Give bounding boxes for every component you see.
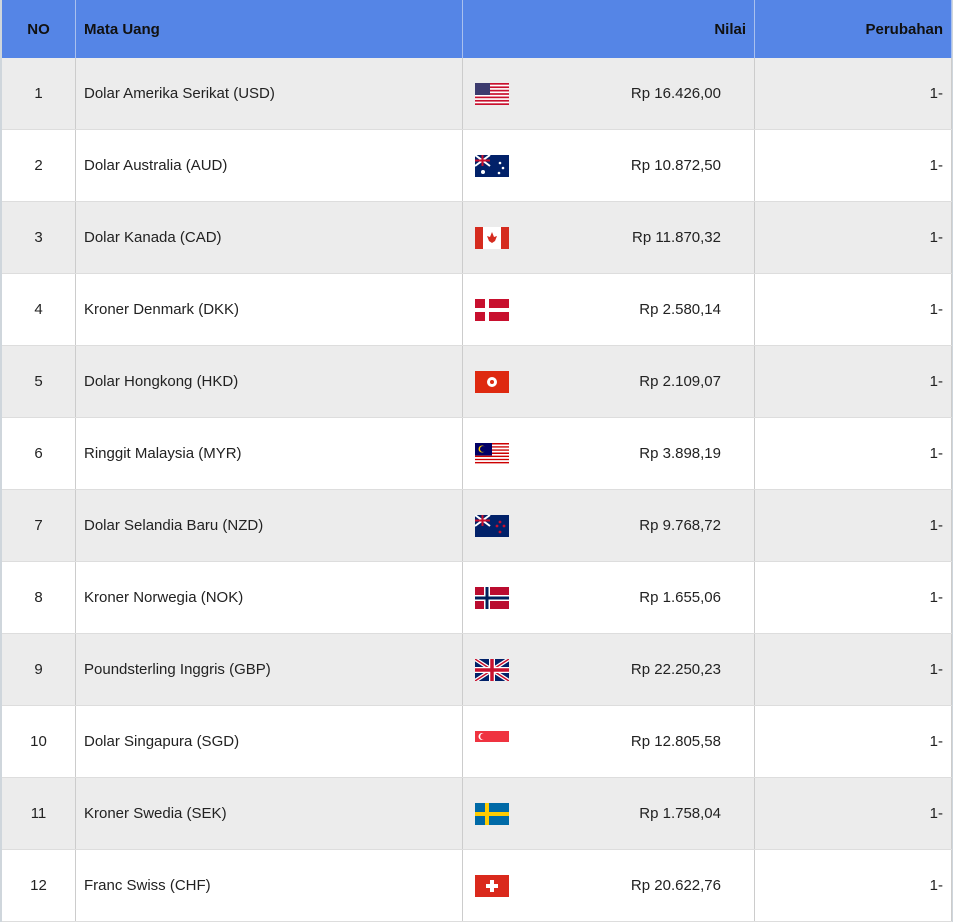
sweden-flag-icon [475, 802, 509, 825]
value-cell: Rp 10.872,50 [462, 129, 755, 202]
table-header: NO Mata Uang Nilai Perubahan [2, 0, 952, 58]
value-cell: Rp 20.622,76 [462, 849, 755, 922]
australia-flag-icon [475, 154, 509, 177]
currency-value: Rp 20.622,76 [630, 877, 721, 894]
change-value: 1- [754, 201, 952, 274]
change-value: 1- [754, 849, 952, 922]
row-no: 10 [2, 705, 76, 778]
currency-value: Rp 3.898,19 [639, 445, 721, 462]
change-value: 1- [754, 273, 952, 346]
table-row[interactable]: 4 Kroner Denmark (DKK) Rp 2.580,14 1- [2, 273, 952, 346]
table-row[interactable]: 3 Dolar Kanada (CAD) Rp 11.870,32 1- [2, 201, 952, 274]
row-no: 3 [2, 201, 76, 274]
change-value: 1- [754, 345, 952, 418]
currency-value: Rp 1.758,04 [639, 805, 721, 822]
hongkong-flag-icon [475, 370, 509, 393]
table-row[interactable]: 1 Dolar Amerika Serikat (USD) Rp 16.426,… [2, 58, 952, 130]
currency-name: Poundsterling Inggris (GBP) [75, 633, 463, 706]
change-value: 1- [754, 633, 952, 706]
currency-value: Rp 2.109,07 [639, 373, 721, 390]
currency-name: Franc Swiss (CHF) [75, 849, 463, 922]
row-no: 2 [2, 129, 76, 202]
currency-value: Rp 2.580,14 [639, 301, 721, 318]
singapore-flag-icon [475, 730, 509, 753]
table-row[interactable]: 9 Poundsterling Inggris (GBP) Rp 22.250,… [2, 633, 952, 706]
currency-name: Dolar Selandia Baru (NZD) [75, 489, 463, 562]
value-cell: Rp 1.758,04 [462, 777, 755, 850]
row-no: 8 [2, 561, 76, 634]
change-value: 1- [754, 58, 952, 130]
value-cell: Rp 12.805,58 [462, 705, 755, 778]
uk-flag-icon [475, 658, 509, 681]
table-row[interactable]: 5 Dolar Hongkong (HKD) Rp 2.109,07 1- [2, 345, 952, 418]
table-row[interactable]: 10 Dolar Singapura (SGD) Rp 12.805,58 1- [2, 705, 952, 778]
row-no: 1 [2, 58, 76, 130]
switzerland-flag-icon [475, 874, 509, 897]
currency-name: Dolar Singapura (SGD) [75, 705, 463, 778]
change-value: 1- [754, 705, 952, 778]
currency-value: Rp 22.250,23 [630, 661, 721, 678]
row-no: 4 [2, 273, 76, 346]
header-change[interactable]: Perubahan [754, 0, 952, 58]
currency-name: Ringgit Malaysia (MYR) [75, 417, 463, 490]
denmark-flag-icon [475, 298, 509, 321]
currency-name: Dolar Hongkong (HKD) [75, 345, 463, 418]
currency-value: Rp 10.872,50 [630, 157, 721, 174]
row-no: 5 [2, 345, 76, 418]
row-no: 7 [2, 489, 76, 562]
malaysia-flag-icon [475, 442, 509, 465]
value-cell: Rp 11.870,32 [462, 201, 755, 274]
currency-value: Rp 9.768,72 [639, 517, 721, 534]
currency-name: Kroner Norwegia (NOK) [75, 561, 463, 634]
currency-value: Rp 16.426,00 [630, 85, 721, 102]
header-no[interactable]: NO [2, 0, 76, 58]
canada-flag-icon [475, 226, 509, 249]
table-row[interactable]: 12 Franc Swiss (CHF) Rp 20.622,76 1- [2, 849, 952, 922]
currency-name: Dolar Australia (AUD) [75, 129, 463, 202]
change-value: 1- [754, 129, 952, 202]
header-currency[interactable]: Mata Uang [75, 0, 463, 58]
currency-value: Rp 12.805,58 [630, 733, 721, 750]
value-cell: Rp 16.426,00 [462, 58, 755, 130]
value-cell: Rp 3.898,19 [462, 417, 755, 490]
row-no: 11 [2, 777, 76, 850]
change-value: 1- [754, 489, 952, 562]
table-row[interactable]: 11 Kroner Swedia (SEK) Rp 1.758,04 1- [2, 777, 952, 850]
value-cell: Rp 9.768,72 [462, 489, 755, 562]
value-cell: Rp 2.580,14 [462, 273, 755, 346]
change-value: 1- [754, 777, 952, 850]
us-flag-icon [475, 82, 509, 105]
table-row[interactable]: 2 Dolar Australia (AUD) Rp 10.872,50 1- [2, 129, 952, 202]
norway-flag-icon [475, 586, 509, 609]
row-no: 6 [2, 417, 76, 490]
row-no: 9 [2, 633, 76, 706]
currency-name: Dolar Kanada (CAD) [75, 201, 463, 274]
table-row[interactable]: 7 Dolar Selandia Baru (NZD) Rp 9.768,72 … [2, 489, 952, 562]
table-row[interactable]: 6 Ringgit Malaysia (MYR) Rp 3.898,19 1- [2, 417, 952, 490]
change-value: 1- [754, 561, 952, 634]
value-cell: Rp 1.655,06 [462, 561, 755, 634]
new-zealand-flag-icon [475, 514, 509, 537]
value-cell: Rp 2.109,07 [462, 345, 755, 418]
currency-value: Rp 11.870,32 [632, 229, 721, 246]
table-row[interactable]: 8 Kroner Norwegia (NOK) Rp 1.655,06 1- [2, 561, 952, 634]
change-value: 1- [754, 417, 952, 490]
currency-value: Rp 1.655,06 [639, 589, 721, 606]
header-value[interactable]: Nilai [462, 0, 755, 58]
value-cell: Rp 22.250,23 [462, 633, 755, 706]
currency-name: Kroner Denmark (DKK) [75, 273, 463, 346]
currency-name: Dolar Amerika Serikat (USD) [75, 58, 463, 130]
currency-name: Kroner Swedia (SEK) [75, 777, 463, 850]
row-no: 12 [2, 849, 76, 922]
